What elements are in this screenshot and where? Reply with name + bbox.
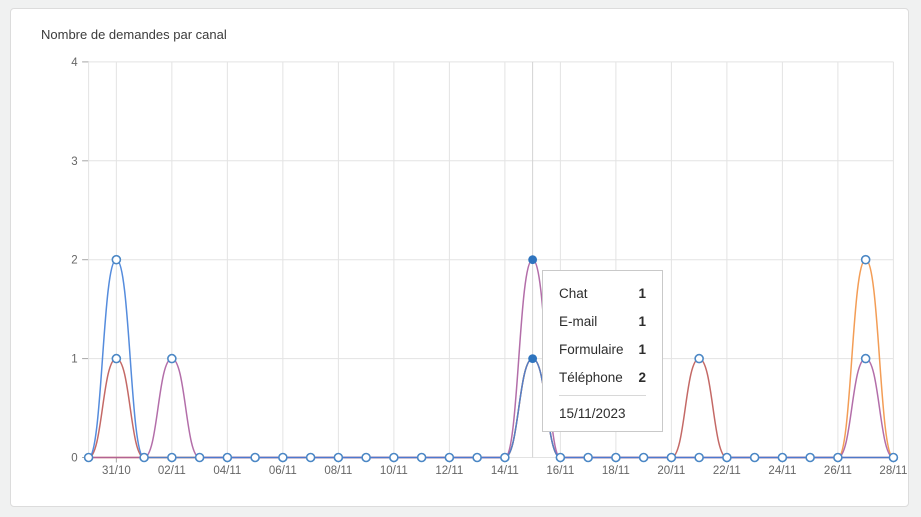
- data-point-marker[interactable]: [333, 452, 344, 463]
- data-point-marker[interactable]: [666, 452, 677, 463]
- y-axis-label: 3: [71, 156, 77, 168]
- data-point-marker[interactable]: [416, 452, 427, 463]
- data-point-marker[interactable]: [500, 452, 510, 463]
- x-axis-label: 26/11: [824, 465, 852, 477]
- tooltip-channel-value: 2: [638, 369, 646, 385]
- y-axis-label: 1: [71, 354, 77, 366]
- data-point-marker[interactable]: [250, 452, 260, 463]
- tooltip-channel-label: Chat: [559, 285, 588, 301]
- tooltip-channel-value: 1: [638, 313, 646, 329]
- x-axis-label: 16/11: [546, 465, 574, 477]
- x-axis-label: 22/11: [713, 465, 741, 477]
- chart-card: Nombre de demandes par canal: [10, 8, 909, 507]
- chart-title: Nombre de demandes par canal: [41, 27, 227, 42]
- tooltip-date: 15/11/2023: [559, 405, 626, 421]
- data-point-marker[interactable]: [638, 452, 649, 463]
- active-data-point-marker[interactable]: [528, 255, 538, 265]
- data-point-marker[interactable]: [472, 452, 482, 463]
- data-point-marker[interactable]: [833, 452, 843, 463]
- data-point-marker[interactable]: [611, 452, 621, 463]
- tooltip-channel-label: E-mail: [559, 313, 598, 329]
- data-point-marker[interactable]: [361, 452, 371, 463]
- tooltip-row: Formulaire 1: [559, 335, 646, 363]
- series-line-chat: [87, 258, 894, 459]
- data-point-marker[interactable]: [860, 254, 871, 265]
- data-point-marker[interactable]: [860, 353, 871, 364]
- data-point-marker[interactable]: [83, 452, 94, 463]
- data-point-marker[interactable]: [555, 452, 566, 463]
- data-point-marker[interactable]: [278, 452, 288, 463]
- data-point-marker[interactable]: [167, 353, 177, 364]
- data-point-marker[interactable]: [111, 353, 122, 364]
- x-axis-label: 28/11: [879, 465, 907, 477]
- x-axis-label: 04/11: [213, 465, 241, 477]
- data-point-marker[interactable]: [777, 452, 788, 463]
- data-point-marker[interactable]: [305, 452, 316, 463]
- tooltip-channel-value: 1: [638, 341, 646, 357]
- x-axis-label: 24/11: [768, 465, 796, 477]
- x-axis-label: 10/11: [380, 465, 408, 477]
- data-point-marker[interactable]: [222, 452, 233, 463]
- x-axis-label: 02/11: [158, 465, 186, 477]
- data-point-marker[interactable]: [194, 452, 205, 463]
- data-point-marker[interactable]: [389, 452, 399, 463]
- tooltip-row: E-mail 1: [559, 307, 646, 335]
- data-point-marker[interactable]: [749, 452, 760, 463]
- data-point-marker[interactable]: [694, 353, 704, 364]
- data-point-marker[interactable]: [694, 452, 704, 463]
- tooltip-channel-value: 1: [638, 285, 646, 301]
- chart-tooltip: Chat 1 E-mail 1 Formulaire 1 Téléphone 2 15/11/…: [542, 270, 663, 432]
- data-point-marker[interactable]: [139, 452, 149, 463]
- y-axis-label: 2: [71, 255, 77, 267]
- x-axis-label: 31/10: [102, 465, 131, 477]
- x-axis-label: 14/11: [491, 465, 519, 477]
- data-point-marker[interactable]: [805, 452, 815, 463]
- data-point-marker[interactable]: [583, 452, 593, 463]
- tooltip-channel-label: Téléphone: [559, 369, 623, 385]
- x-axis-label: 06/11: [269, 465, 297, 477]
- data-point-marker[interactable]: [722, 452, 732, 463]
- tooltip-rows: Chat 1 E-mail 1 Formulaire 1 Téléphone 2: [559, 279, 646, 391]
- y-axis-label: 4: [71, 57, 78, 69]
- data-point-marker[interactable]: [444, 452, 455, 463]
- data-point-marker[interactable]: [167, 452, 177, 463]
- tooltip-channel-label: Formulaire: [559, 341, 624, 357]
- y-axis-label: 0: [71, 453, 77, 465]
- data-point-marker[interactable]: [888, 452, 899, 463]
- active-data-point-marker[interactable]: [528, 354, 538, 363]
- x-axis-label: 20/11: [657, 465, 685, 477]
- x-axis-label: 12/11: [435, 465, 463, 477]
- x-axis-label: 18/11: [602, 465, 630, 477]
- series-line-email: [88, 357, 894, 459]
- tooltip-row: Téléphone 2: [559, 363, 646, 391]
- data-point-marker[interactable]: [111, 254, 122, 265]
- tooltip-divider: [559, 395, 646, 396]
- tooltip-row: Chat 1: [559, 279, 646, 307]
- x-axis-label: 08/11: [324, 465, 352, 477]
